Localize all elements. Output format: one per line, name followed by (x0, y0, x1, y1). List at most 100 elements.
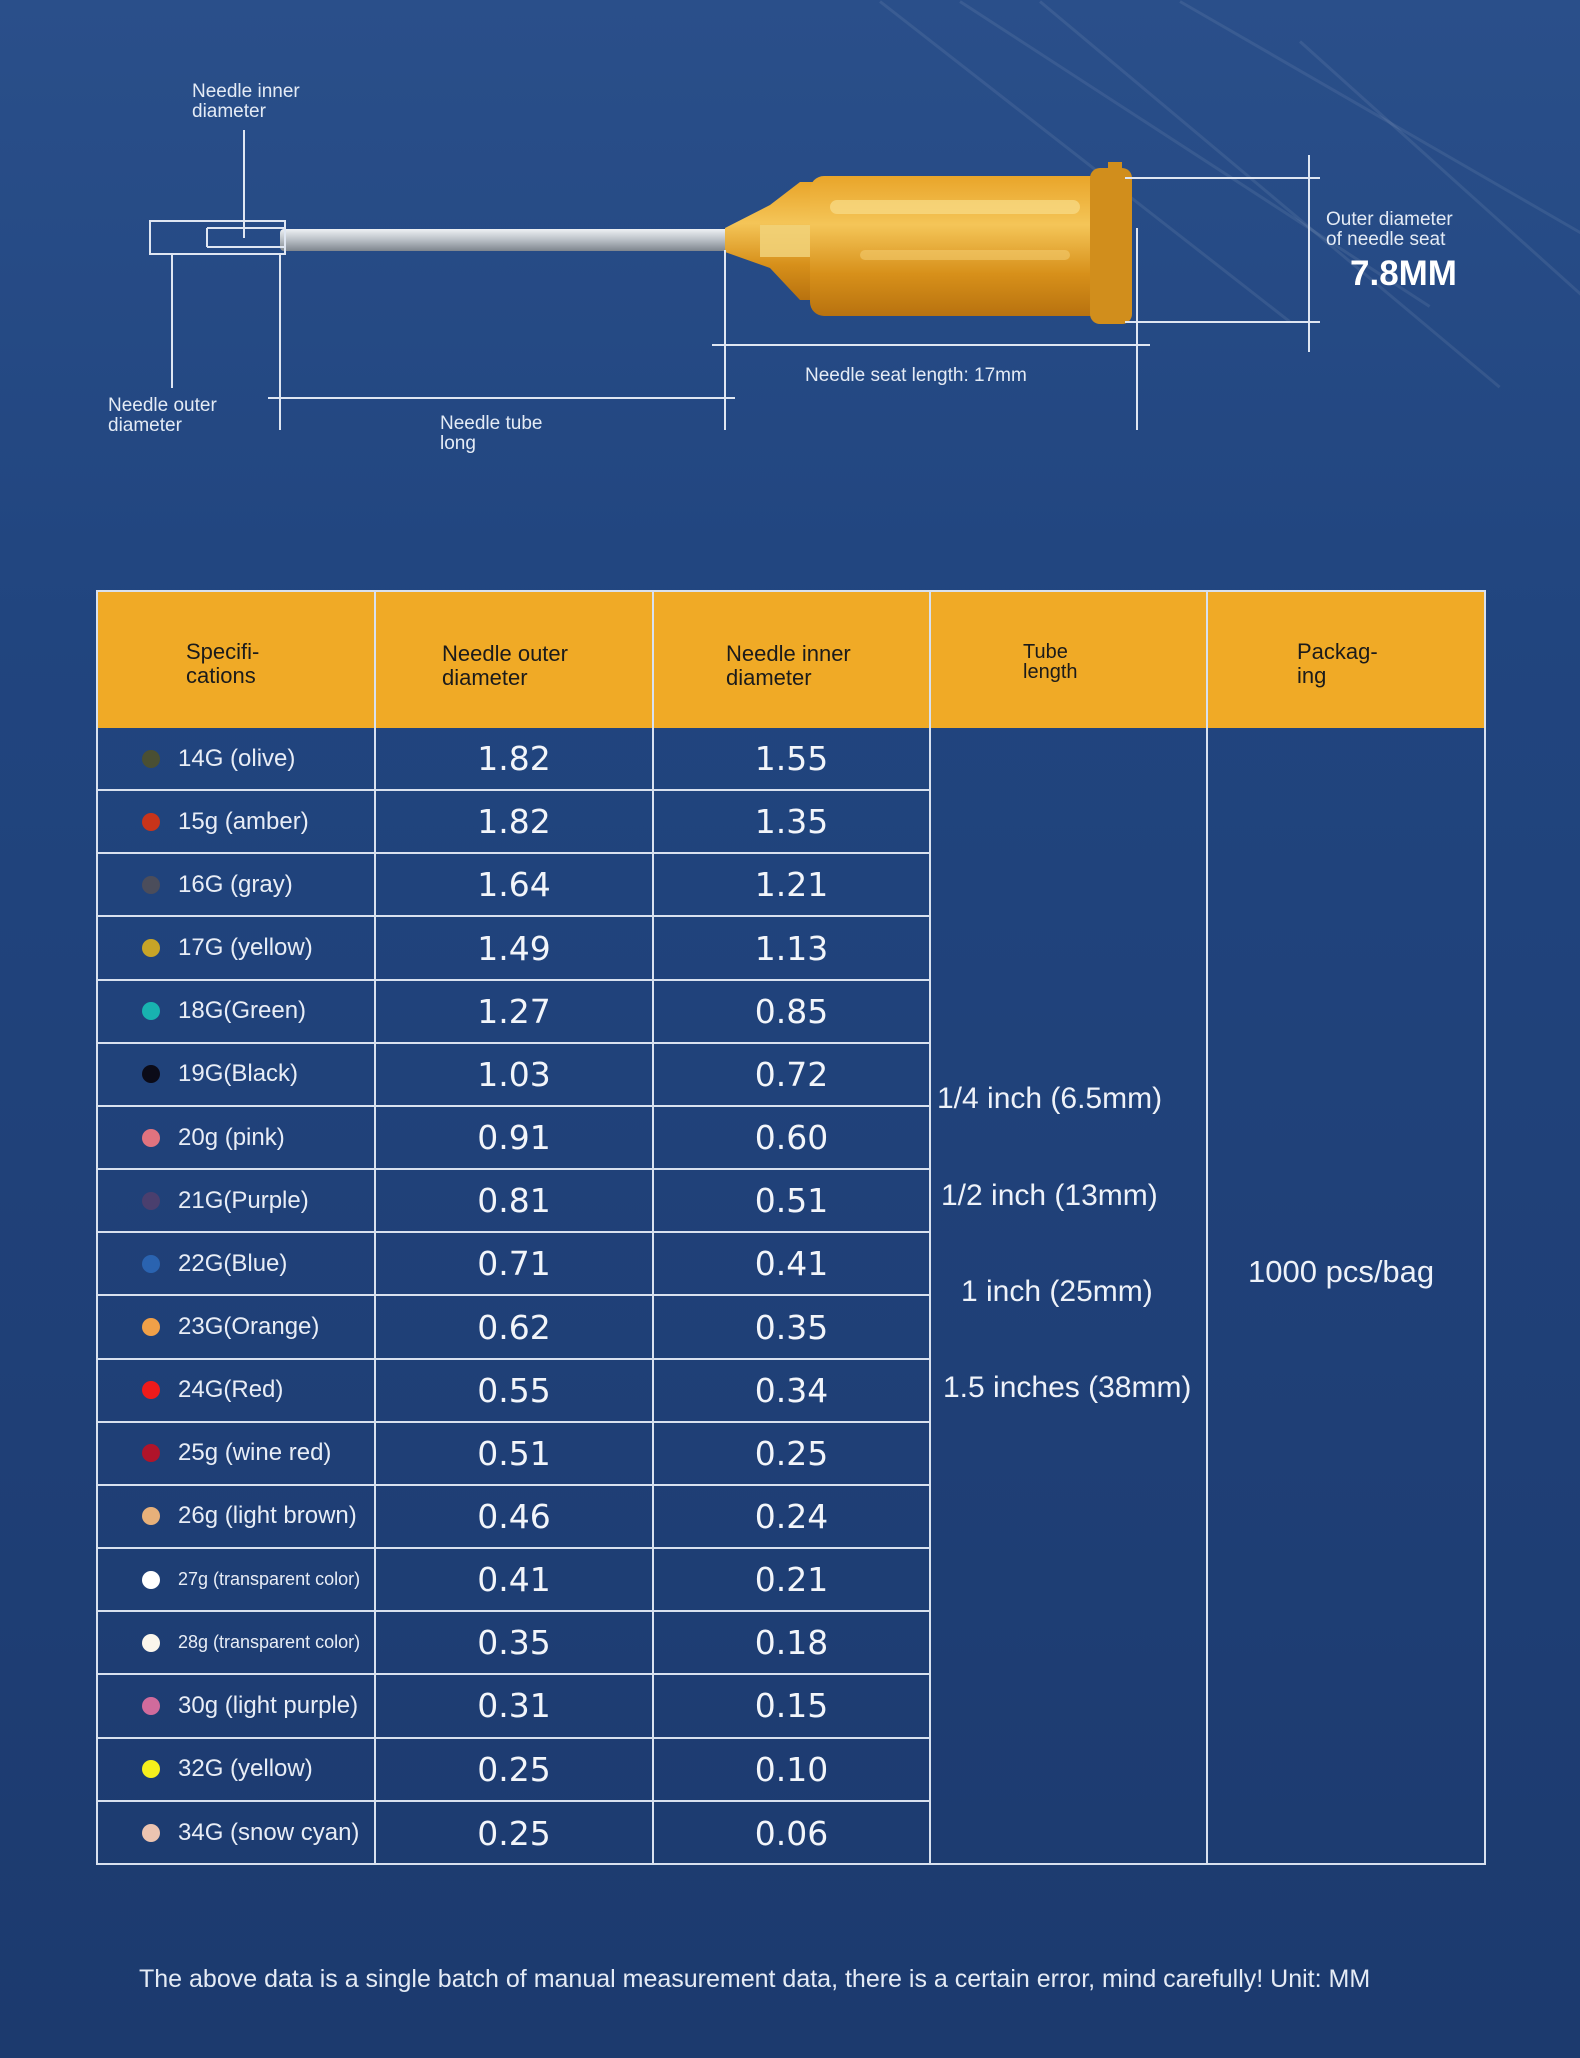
color-dot-icon (142, 812, 160, 831)
spec-cell: 16G (gray) (98, 854, 376, 918)
outer-diameter-value: 0.35 (376, 1612, 654, 1676)
inner-diameter-value: 0.18 (654, 1612, 931, 1676)
seat-outer-diameter-value: 7.8MM (1350, 254, 1457, 293)
spec-label: 21G(Purple) (178, 1186, 309, 1214)
spec-label: 15g (amber) (178, 807, 309, 835)
spec-cell: 30g (light purple) (98, 1675, 376, 1739)
header-outer-diameter: Needle outer diameter (376, 592, 654, 728)
spec-cell: 18G(Green) (98, 980, 376, 1044)
inner-diameter-value: 1.35 (654, 791, 931, 855)
spec-label: 25g (wine red) (178, 1439, 332, 1467)
outer-diameter-value: 1.27 (376, 980, 654, 1044)
spec-label: 32G (yellow) (178, 1755, 313, 1783)
color-dot-icon (142, 1570, 160, 1589)
color-dot-icon (142, 1444, 160, 1463)
spec-label: 28g (transparent color) (178, 1632, 361, 1653)
inner-diameter-value: 0.21 (654, 1549, 931, 1613)
inner-diameter-value: 0.10 (654, 1738, 931, 1802)
needle-diagram: Needle inner diameter Needle outer diame… (0, 0, 1580, 520)
color-dot-icon (142, 1191, 160, 1210)
seat-outer-diameter-label: Outer diameter of needle seat (1326, 209, 1453, 250)
outer-diameter-value: 1.82 (376, 791, 654, 855)
inner-diameter-value: 0.51 (654, 1170, 931, 1234)
outer-diameter-value: 0.71 (376, 1233, 654, 1297)
spec-table: Specifi- cations Needle outer diameter N… (96, 590, 1486, 1865)
spec-cell: 23G(Orange) (98, 1296, 376, 1360)
spec-label: 23G(Orange) (178, 1313, 320, 1341)
color-dot-icon (142, 875, 160, 894)
header-packaging: Packag- ing (1208, 592, 1484, 728)
inner-diameter-value: 0.24 (654, 1485, 931, 1550)
outer-diameter-value: 0.51 (376, 1422, 654, 1486)
spec-cell: 22G(Blue) (98, 1233, 376, 1297)
color-dot-icon (142, 1633, 160, 1652)
spec-label: 26g (light brown) (178, 1502, 357, 1530)
inner-diameter-value: 1.21 (654, 854, 931, 918)
spec-cell: 21G(Purple) (98, 1170, 376, 1234)
spec-label: 19G(Black) (178, 1060, 299, 1088)
color-dot-icon (142, 1381, 160, 1400)
header-tube-length-text: Tube length (1023, 641, 1078, 683)
tube-length-option: 1.5 inches (38mm) (943, 1371, 1192, 1404)
outer-diameter-value: 0.25 (376, 1738, 654, 1802)
outer-diameter-value: 0.55 (376, 1359, 654, 1423)
needle-illustration (149, 130, 1320, 430)
color-dot-icon (142, 1824, 160, 1843)
color-dot-icon (142, 1065, 160, 1084)
spec-label: 18G(Green) (178, 997, 307, 1025)
outer-diameter-value: 0.91 (376, 1106, 654, 1171)
spec-cell: 17G (yellow) (98, 917, 376, 981)
color-dot-icon (142, 1254, 160, 1273)
outer-diameter-value: 0.62 (376, 1296, 654, 1360)
spec-cell: 32G (yellow) (98, 1738, 376, 1802)
spec-label: 22G(Blue) (178, 1249, 288, 1277)
spec-cell: 15g (amber) (98, 791, 376, 855)
spec-cell: 25g (wine red) (98, 1422, 376, 1486)
spec-label: 27g (transparent color) (178, 1569, 361, 1590)
spec-label: 14G (olive) (178, 744, 296, 772)
color-dot-icon (142, 1507, 160, 1526)
spec-label: 34G (snow cyan) (178, 1819, 360, 1847)
spec-cell: 14G (olive) (98, 728, 376, 792)
outer-diameter-value: 0.41 (376, 1549, 654, 1613)
spec-cell: 24G(Red) (98, 1359, 376, 1423)
header-outer-diameter-text: Needle outer diameter (442, 641, 568, 690)
footer-note: The above data is a single batch of manu… (139, 1965, 1371, 1993)
header-tube-length: Tube length (931, 592, 1208, 728)
color-dot-icon (142, 939, 160, 958)
packaging-value: 1000 pcs/bag (1248, 1254, 1435, 1289)
spec-cell: 27g (transparent color) (98, 1549, 376, 1613)
spec-cell: 20g (pink) (98, 1106, 376, 1171)
needle-seat-length-label: Needle seat length: 17mm (805, 365, 1027, 386)
spec-cell: 26g (light brown) (98, 1485, 376, 1550)
header-inner-diameter-text: Needle inner diameter (726, 641, 851, 690)
inner-diameter-value: 0.85 (654, 980, 931, 1044)
inner-diameter-value: 0.25 (654, 1422, 931, 1486)
tube-length-option: 1/4 inch (6.5mm) (937, 1082, 1163, 1115)
outer-diameter-value: 1.49 (376, 917, 654, 981)
inner-diameter-value: 1.55 (654, 728, 931, 792)
spec-label: 20g (pink) (178, 1123, 285, 1151)
needle-inner-diameter-label: Needle inner diameter (192, 81, 300, 122)
inner-diameter-value: 0.41 (654, 1233, 931, 1297)
inner-diameter-value: 1.13 (654, 917, 931, 981)
header-packaging-text: Packag- ing (1297, 639, 1378, 688)
tube-length-option: 1 inch (25mm) (961, 1275, 1153, 1308)
outer-diameter-value: 0.46 (376, 1485, 654, 1550)
spec-cell: 28g (transparent color) (98, 1612, 376, 1676)
outer-diameter-value: 1.03 (376, 1043, 654, 1107)
inner-diameter-value: 0.72 (654, 1043, 931, 1107)
inner-diameter-value: 0.35 (654, 1296, 931, 1360)
outer-diameter-value: 0.81 (376, 1170, 654, 1234)
outer-diameter-value: 1.82 (376, 728, 654, 792)
color-dot-icon (142, 749, 160, 768)
needle-outer-diameter-label: Needle outer diameter (108, 395, 217, 436)
outer-diameter-value: 0.31 (376, 1675, 654, 1739)
spec-cell: 34G (snow cyan) (98, 1801, 376, 1865)
inner-diameter-value: 0.34 (654, 1359, 931, 1423)
header-specifications: Specifi- cations (98, 592, 376, 728)
color-dot-icon (142, 1760, 160, 1779)
spec-label: 24G(Red) (178, 1376, 284, 1404)
color-dot-icon (142, 1002, 160, 1021)
color-dot-icon (142, 1128, 160, 1147)
